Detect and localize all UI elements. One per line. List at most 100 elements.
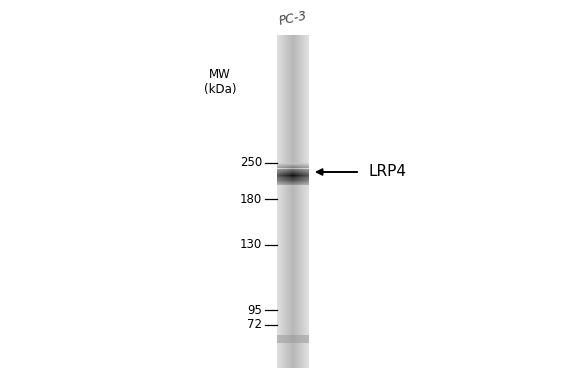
Bar — [282, 163, 283, 164]
Bar — [307, 184, 308, 185]
Bar — [293, 174, 294, 175]
Bar — [290, 166, 292, 167]
Bar — [300, 175, 301, 176]
Bar — [288, 167, 289, 169]
Bar — [303, 175, 304, 176]
Bar — [288, 170, 289, 171]
Bar — [305, 35, 306, 368]
Bar — [308, 163, 309, 164]
Bar — [281, 166, 282, 167]
Bar — [292, 171, 293, 172]
Bar — [307, 165, 308, 166]
Bar — [302, 167, 303, 169]
Bar — [306, 172, 307, 173]
Bar — [280, 165, 281, 166]
Bar — [280, 183, 281, 184]
Bar — [308, 172, 309, 173]
Text: 95: 95 — [247, 304, 262, 316]
Bar — [307, 167, 308, 169]
Bar — [281, 182, 282, 183]
Bar — [279, 181, 280, 182]
Bar — [308, 166, 309, 167]
Bar — [290, 181, 292, 182]
Bar — [280, 166, 281, 167]
Bar — [299, 171, 300, 172]
Bar — [299, 175, 300, 176]
Bar — [306, 181, 307, 182]
Bar — [292, 167, 293, 169]
Text: MW
(kDa): MW (kDa) — [204, 68, 236, 96]
Bar — [301, 182, 302, 183]
Bar — [299, 172, 300, 173]
Bar — [297, 180, 298, 181]
Bar — [298, 164, 299, 165]
Bar — [293, 164, 294, 165]
Bar — [298, 178, 299, 180]
Bar — [286, 169, 288, 170]
Bar — [278, 35, 279, 368]
Bar — [281, 177, 282, 178]
Bar — [296, 178, 297, 180]
Bar — [285, 164, 286, 165]
Bar — [290, 164, 292, 165]
Bar — [293, 183, 294, 184]
Bar — [278, 171, 279, 172]
Bar — [300, 166, 301, 167]
Bar — [300, 170, 301, 171]
Bar — [278, 163, 279, 164]
Bar — [282, 175, 283, 176]
Bar — [298, 177, 299, 178]
Bar — [284, 181, 285, 182]
Bar — [280, 35, 281, 368]
Bar — [308, 174, 309, 175]
Bar — [290, 163, 292, 164]
Bar — [290, 169, 292, 170]
Bar — [285, 169, 286, 170]
Bar — [307, 177, 308, 178]
Bar — [298, 172, 299, 173]
Bar — [299, 163, 300, 164]
Bar — [306, 177, 307, 178]
Bar — [308, 180, 309, 181]
Bar — [297, 172, 298, 173]
Bar — [294, 176, 296, 177]
Bar — [279, 170, 280, 171]
Bar — [284, 182, 285, 183]
Bar — [279, 182, 280, 183]
Bar — [285, 166, 286, 167]
Bar — [281, 180, 282, 181]
Bar — [302, 180, 303, 181]
Bar — [302, 182, 303, 183]
Bar — [288, 172, 289, 173]
Bar — [282, 169, 283, 170]
Bar — [305, 169, 306, 170]
Bar — [281, 174, 282, 175]
Bar — [277, 169, 278, 170]
Bar — [283, 181, 284, 182]
Bar — [281, 178, 282, 180]
Bar — [286, 173, 288, 174]
Bar — [299, 178, 300, 180]
Bar — [288, 182, 289, 183]
Bar — [298, 180, 299, 181]
Bar — [303, 172, 304, 173]
Bar — [299, 174, 300, 175]
Bar — [305, 182, 306, 183]
Bar — [280, 177, 281, 178]
Bar — [297, 165, 298, 166]
Bar — [280, 180, 281, 181]
Bar — [307, 35, 308, 368]
Bar — [306, 178, 307, 180]
Bar — [296, 181, 297, 182]
Bar — [286, 176, 288, 177]
Bar — [307, 173, 308, 174]
Bar — [307, 182, 308, 183]
Bar — [297, 183, 298, 184]
Bar — [301, 176, 302, 177]
Bar — [300, 169, 301, 170]
Bar — [308, 182, 309, 183]
Bar — [283, 175, 284, 176]
Bar — [290, 172, 292, 173]
Bar — [277, 335, 309, 343]
Bar — [303, 180, 304, 181]
